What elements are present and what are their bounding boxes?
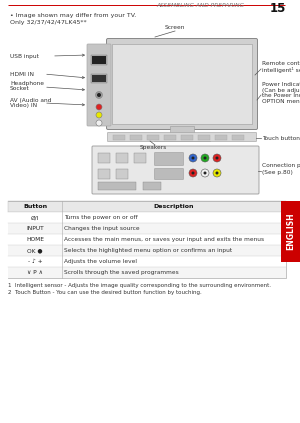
Bar (92, 56, 106, 64)
Text: USB input: USB input (10, 53, 39, 58)
Bar (8, 212, 286, 223)
Bar (92, 75, 106, 82)
Text: Scrolls through the saved programmes: Scrolls through the saved programmes (64, 270, 179, 275)
Text: INPUT: INPUT (26, 226, 44, 231)
Bar (170, 126, 194, 138)
FancyBboxPatch shape (154, 168, 184, 179)
Text: Description: Description (154, 204, 194, 209)
Circle shape (213, 169, 221, 177)
Text: Speakers: Speakers (140, 145, 167, 150)
Text: AV (Audio and
Video) IN: AV (Audio and Video) IN (10, 98, 51, 108)
Circle shape (201, 169, 209, 177)
Text: ∨ P ∧: ∨ P ∧ (27, 270, 43, 275)
Circle shape (215, 171, 218, 175)
FancyBboxPatch shape (107, 132, 256, 142)
Text: HOME: HOME (26, 237, 44, 242)
Bar (8, 234, 286, 245)
Bar (98, 182, 136, 190)
Bar (8, 201, 286, 212)
Bar (113, 135, 125, 140)
Text: Screen: Screen (165, 25, 185, 30)
Bar (112, 44, 252, 124)
Circle shape (96, 120, 102, 126)
Bar (198, 135, 210, 140)
Text: Selects the highlighted menu option or confirms an input: Selects the highlighted menu option or c… (64, 248, 232, 253)
Text: Headphone
Socket: Headphone Socket (10, 81, 44, 91)
Bar (91, 74, 107, 83)
Bar (8, 223, 286, 234)
FancyBboxPatch shape (87, 44, 111, 126)
Circle shape (97, 93, 101, 97)
Bar (232, 135, 244, 140)
Bar (8, 256, 286, 267)
Text: 15: 15 (270, 2, 286, 15)
Bar (147, 135, 159, 140)
Circle shape (213, 154, 221, 162)
Text: 2  Touch Button - You can use the desired button function by touching.: 2 Touch Button - You can use the desired… (8, 290, 202, 295)
Bar (134, 153, 146, 163)
Text: Changes the input source: Changes the input source (64, 226, 140, 231)
Text: Adjusts the volume level: Adjusts the volume level (64, 259, 137, 264)
Bar (181, 135, 193, 140)
Circle shape (201, 154, 209, 162)
Text: • Image shown may differ from your TV.: • Image shown may differ from your TV. (10, 13, 136, 18)
Bar (164, 135, 176, 140)
Bar (98, 153, 110, 163)
Circle shape (191, 157, 194, 159)
Bar (8, 201, 286, 278)
Bar (215, 135, 227, 140)
Text: Only 32/37/42/47LK45**: Only 32/37/42/47LK45** (10, 20, 87, 25)
Bar (116, 169, 128, 179)
Circle shape (189, 154, 197, 162)
FancyBboxPatch shape (92, 146, 259, 194)
Circle shape (203, 171, 206, 175)
Text: Touch buttons²: Touch buttons² (262, 135, 300, 140)
Bar (98, 169, 110, 179)
Circle shape (96, 104, 102, 110)
Circle shape (96, 112, 102, 118)
FancyBboxPatch shape (154, 153, 184, 165)
Bar (143, 182, 161, 190)
Bar (154, 136, 210, 141)
Text: Ø/I: Ø/I (31, 215, 39, 220)
Bar (8, 245, 286, 256)
Text: Connection panel
(See p.80): Connection panel (See p.80) (262, 163, 300, 175)
Circle shape (191, 171, 194, 175)
Text: - ♪ +: - ♪ + (28, 259, 42, 264)
Text: Accesses the main menus, or saves your input and exits the menus: Accesses the main menus, or saves your i… (64, 237, 264, 242)
Circle shape (215, 157, 218, 159)
Bar (130, 135, 142, 140)
Text: Button: Button (23, 204, 47, 209)
FancyBboxPatch shape (106, 38, 257, 129)
Circle shape (203, 157, 206, 159)
Text: ASSEMBLING AND PREPARING: ASSEMBLING AND PREPARING (156, 3, 244, 8)
Text: Remote control and
intelligent¹ sensors: Remote control and intelligent¹ sensors (262, 61, 300, 73)
Circle shape (189, 169, 197, 177)
Text: ENGLISH: ENGLISH (286, 213, 295, 250)
Bar (116, 153, 128, 163)
Text: HDMI IN: HDMI IN (10, 71, 34, 77)
Bar (8, 267, 286, 278)
Circle shape (95, 91, 103, 99)
Text: 1  Intelligent sensor - Adjusts the image quality corresponding to the surroundi: 1 Intelligent sensor - Adjusts the image… (8, 283, 271, 288)
Text: Turns the power on or off: Turns the power on or off (64, 215, 138, 220)
Bar (91, 55, 107, 65)
Text: Power Indicator
(Can be adjusted using
the Power Indicator in the
OPTION menu.): Power Indicator (Can be adjusted using t… (262, 82, 300, 104)
Text: OK ●: OK ● (27, 248, 43, 253)
